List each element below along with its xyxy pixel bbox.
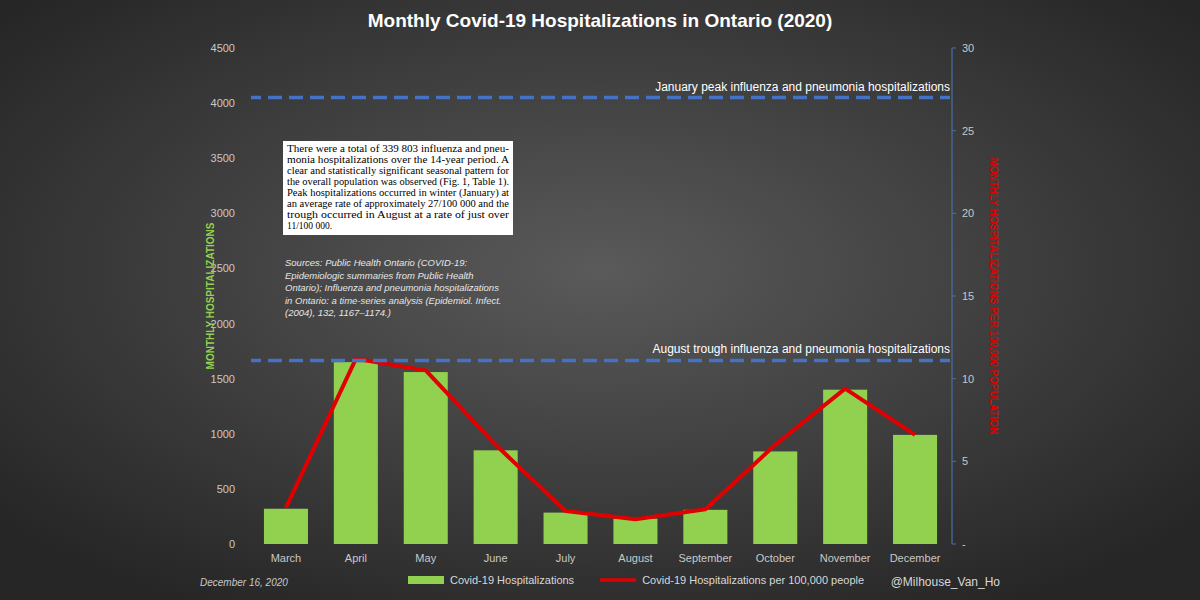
y-tick-label: 4000: [211, 97, 235, 109]
y2-tick-label: 5: [962, 455, 968, 467]
background: [0, 0, 1200, 600]
bar: [613, 519, 657, 544]
y2-tick-label: 10: [962, 373, 974, 385]
y-tick-label: 0: [229, 538, 235, 550]
bar: [264, 509, 308, 544]
reference-label: January peak influenza and pneumonia hos…: [655, 80, 950, 94]
bar: [544, 513, 588, 544]
y-tick-label: 4500: [211, 42, 235, 54]
y2-tick: [952, 130, 956, 131]
source-line: Ontario); Influenza and pneumonia hospit…: [285, 282, 499, 293]
note-line: monia hospitalizations over the 14-year …: [287, 155, 509, 165]
x-tick-label: May: [415, 552, 436, 564]
title: Monthly Covid-19 Hospitalizations in Ont…: [368, 10, 833, 31]
x-tick-label: June: [484, 552, 508, 564]
y2-tick: [952, 544, 956, 545]
bar: [893, 435, 937, 544]
note-line: clear and statistically significant seas…: [287, 166, 510, 176]
legend-swatch: [600, 578, 636, 582]
x-tick-label: October: [756, 552, 795, 564]
chart: Monthly Covid-19 Hospitalizations in Ont…: [0, 0, 1200, 600]
y2-tick-label: 20: [962, 207, 974, 219]
reference-line: [251, 359, 950, 363]
y-tick-label: 3500: [211, 152, 235, 164]
date: December 16, 2020: [200, 577, 288, 588]
y2-axis-title: MONTHLY HOSPITALIZATIONS PER 100,000 POP…: [988, 158, 999, 435]
y-tick-label: 3000: [211, 207, 235, 219]
x-tick-label: April: [345, 552, 367, 564]
note-line: an average rate of approximately 27/100 …: [287, 199, 509, 209]
bar: [474, 450, 518, 544]
y2-tick: [952, 48, 956, 49]
y2-tick: [952, 378, 956, 379]
y2-tick: [952, 296, 956, 297]
source-line: Epidemiologic summaries from Public Heal…: [285, 270, 474, 281]
y-axis-title: MONTHLY HOSPITALIZATIONS: [205, 222, 216, 369]
y2-tick-label: -: [962, 538, 966, 550]
legend-label: Covid-19 Hospitalizations per 100,000 pe…: [642, 574, 864, 586]
y-tick-label: 500: [217, 483, 235, 495]
source-line: (2004), 132, 1167–1174.): [285, 307, 391, 318]
note-line: trough occurred in August at a rate of j…: [287, 210, 510, 220]
y2-tick: [952, 461, 956, 462]
y2-tick-label: 30: [962, 42, 974, 54]
note-line: There were a total of 339 803 influenza …: [287, 144, 509, 154]
note-line: Peak hospitalizations occurred in winter…: [287, 188, 509, 199]
x-tick-label: July: [556, 552, 576, 564]
source-line: Sources: Public Health Ontario (COVID-19…: [285, 257, 468, 268]
source-line: in Ontario: a time-series analysis (Epid…: [285, 295, 501, 306]
y2-tick-label: 25: [962, 125, 974, 137]
legend-label: Covid-19 Hospitalizations: [450, 574, 575, 586]
y2-tick-label: 15: [962, 290, 974, 302]
note-line: the overall population was observed (Fig…: [287, 177, 509, 188]
legend-swatch: [408, 576, 444, 584]
reference-line: [251, 96, 950, 100]
x-tick-label: November: [820, 552, 871, 564]
x-tick-label: March: [271, 552, 302, 564]
x-tick-label: August: [618, 552, 652, 564]
legend-item: Covid-19 Hospitalizations: [408, 574, 575, 586]
bar: [683, 510, 727, 544]
bar: [753, 451, 797, 544]
x-tick-label: September: [678, 552, 732, 564]
note-box: [283, 141, 513, 235]
plot-area: [251, 98, 950, 544]
line: [286, 359, 915, 519]
legend-item: Covid-19 Hospitalizations per 100,000 pe…: [600, 574, 864, 586]
note-line: 11/100 000.: [287, 221, 332, 231]
reference-label: August trough influenza and pneumonia ho…: [652, 342, 950, 356]
y2-tick: [952, 213, 956, 214]
y-tick-label: 1000: [211, 428, 235, 440]
credit: @Milhouse_Van_Ho: [891, 575, 1001, 589]
y-tick-label: 1500: [211, 373, 235, 385]
x-tick-label: December: [890, 552, 941, 564]
bar: [404, 372, 448, 544]
bar: [823, 390, 867, 544]
